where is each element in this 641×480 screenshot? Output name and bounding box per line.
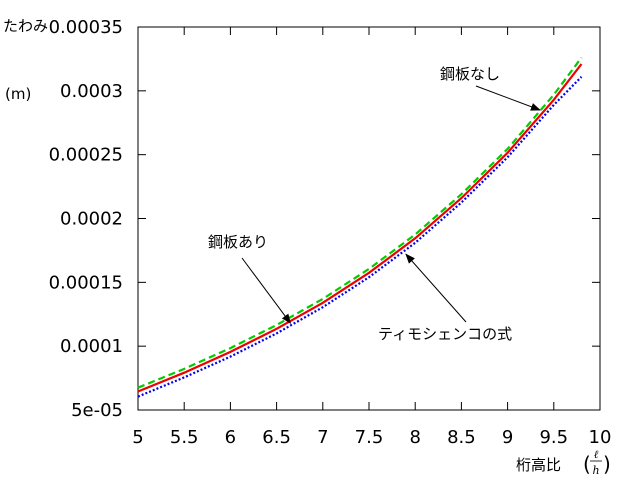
y-tick-label: 5e-05 [71,400,123,421]
y-axis-label-line1: たわみ [3,17,48,35]
annotation-arrow-with-plate [241,257,292,324]
x-axis-paren-open: ( [583,452,591,476]
y-tick-label: 0.0003 [60,81,123,102]
axis-ticks: 5 5.5 6 6.5 7 7.5 8 8.5 9 9.5 10 5e-05 0.0001 0.00015… [49,17,612,448]
annotation-no-plate: 鋼板なし [440,65,500,83]
x-tick-label: 7 [317,427,328,448]
x-tick-label: 5 [132,427,143,448]
x-tick-label: 8 [409,427,420,448]
y-tick-label: 0.00025 [49,145,123,166]
x-axis-fraction-denominator: h [592,464,599,477]
annotation-arrow-timoshenko [405,253,467,323]
y-tick-label: 0.00035 [49,17,123,38]
annotation-arrow-no-plate [475,85,541,111]
x-tick-label: 9.5 [539,427,568,448]
plot-frame [137,26,601,411]
x-tick-label: 5.5 [170,427,199,448]
y-tick-label: 0.0002 [60,209,123,230]
x-axis-label: 桁高比 [516,456,561,474]
x-tick-label: 7.5 [355,427,384,448]
y-tick-label: 0.00015 [49,272,123,293]
x-tick-label: 10 [589,427,612,448]
x-tick-label: 8.5 [447,427,476,448]
series-line-no-plate [137,56,583,389]
series-lines [137,56,583,398]
y-tick-label: 0.0001 [60,336,123,357]
x-tick-label: 9 [502,427,513,448]
series-line-with-plate [137,63,583,393]
x-axis-fraction-numerator: ℓ [594,448,599,461]
y-axis-label-line2: (m) [5,85,31,103]
annotation-with-plate: 鋼板あり [208,233,268,251]
series-line-timoshenko [137,76,583,398]
x-tick-label: 6.5 [262,427,291,448]
annotation-timoshenko: ティモシェンコの式 [378,325,512,343]
x-tick-label: 6 [225,427,236,448]
x-axis-paren-close: ) [603,452,611,476]
